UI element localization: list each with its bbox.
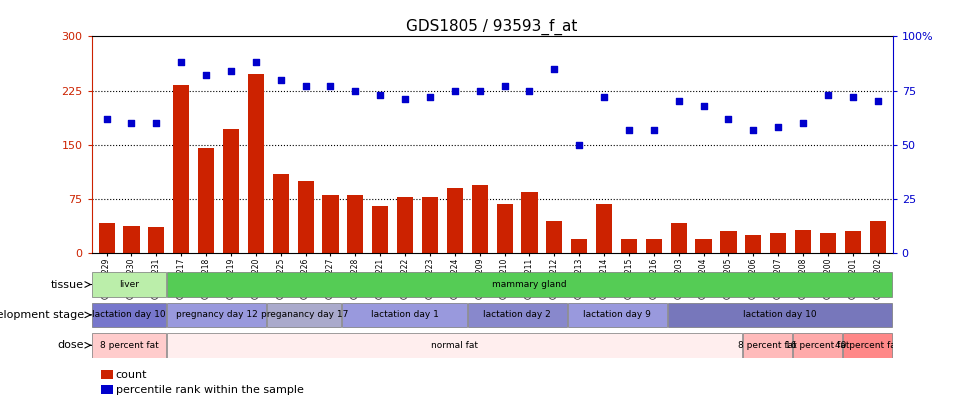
Bar	[198, 148, 214, 253]
Text: lactation day 1: lactation day 1	[371, 310, 438, 320]
Text: lactation day 10: lactation day 10	[743, 310, 816, 320]
Bar	[497, 204, 512, 253]
Bar	[567, 303, 667, 327]
Bar	[521, 192, 538, 253]
Text: lactation day 2: lactation day 2	[483, 310, 551, 320]
Point	[472, 87, 487, 94]
Text: liver: liver	[120, 280, 139, 289]
Point	[870, 98, 886, 104]
Bar	[273, 174, 289, 253]
Bar	[167, 333, 742, 358]
Bar	[671, 223, 687, 253]
Bar	[472, 185, 487, 253]
Bar	[98, 223, 115, 253]
Bar	[820, 233, 836, 253]
Text: percentile rank within the sample: percentile rank within the sample	[116, 385, 304, 394]
Text: count: count	[116, 370, 148, 379]
Text: 16 percent fat: 16 percent fat	[786, 341, 850, 350]
Bar	[447, 188, 463, 253]
Text: normal fat: normal fat	[431, 341, 478, 350]
Point	[248, 59, 263, 66]
Text: 8 percent fat: 8 percent fat	[99, 341, 158, 350]
Point	[647, 126, 662, 133]
Bar	[646, 239, 662, 253]
Text: tissue: tissue	[51, 279, 84, 290]
Bar	[173, 85, 189, 253]
Bar	[347, 195, 364, 253]
Bar	[571, 239, 588, 253]
Point	[322, 83, 338, 90]
Bar	[322, 195, 339, 253]
Bar	[720, 232, 736, 253]
Point	[98, 115, 114, 122]
Point	[273, 77, 289, 83]
Bar	[372, 206, 388, 253]
Point	[721, 115, 736, 122]
Bar	[248, 74, 264, 253]
Text: lactation day 10: lactation day 10	[93, 310, 166, 320]
Bar	[596, 204, 612, 253]
Text: 8 percent fat: 8 percent fat	[738, 341, 797, 350]
Point	[522, 87, 538, 94]
Point	[199, 72, 214, 79]
Text: 40 percent fat: 40 percent fat	[836, 341, 899, 350]
Title: GDS1805 / 93593_f_at: GDS1805 / 93593_f_at	[406, 19, 578, 35]
Bar	[468, 303, 566, 327]
Point	[770, 124, 786, 131]
Point	[149, 120, 164, 126]
Bar	[93, 333, 166, 358]
Point	[845, 94, 861, 100]
Bar	[223, 129, 239, 253]
Point	[596, 94, 612, 100]
Point	[795, 120, 811, 126]
Point	[696, 102, 711, 109]
Bar	[397, 197, 413, 253]
Point	[223, 68, 238, 75]
Point	[447, 87, 462, 94]
Point	[497, 83, 512, 90]
Bar	[267, 303, 342, 327]
Point	[546, 66, 562, 72]
Point	[820, 92, 836, 98]
Bar	[93, 272, 166, 297]
Text: pregnancy day 12: pregnancy day 12	[176, 310, 258, 320]
Point	[372, 92, 388, 98]
Bar	[869, 221, 886, 253]
Point	[571, 142, 587, 148]
Bar	[546, 221, 563, 253]
Bar	[668, 303, 892, 327]
Text: preganancy day 17: preganancy day 17	[261, 310, 348, 320]
Bar	[696, 239, 711, 253]
Bar	[843, 333, 892, 358]
Point	[298, 83, 314, 90]
Bar	[93, 303, 166, 327]
Bar	[743, 333, 792, 358]
Bar	[620, 239, 637, 253]
Point	[398, 96, 413, 102]
Text: lactation day 9: lactation day 9	[584, 310, 651, 320]
Bar	[793, 333, 842, 358]
Text: dose: dose	[58, 340, 84, 350]
Bar	[770, 233, 786, 253]
Bar	[422, 197, 438, 253]
Bar	[745, 235, 761, 253]
Bar	[795, 230, 812, 253]
Bar	[297, 181, 314, 253]
Point	[621, 126, 637, 133]
Bar	[149, 227, 164, 253]
Point	[347, 87, 363, 94]
Bar	[343, 303, 467, 327]
Bar	[167, 303, 266, 327]
Point	[671, 98, 686, 104]
Bar	[124, 226, 140, 253]
Text: mammary gland: mammary gland	[492, 280, 567, 289]
Point	[423, 94, 438, 100]
Point	[124, 120, 139, 126]
Bar	[844, 232, 861, 253]
Point	[746, 126, 761, 133]
Point	[174, 59, 189, 66]
Text: development stage: development stage	[0, 310, 84, 320]
